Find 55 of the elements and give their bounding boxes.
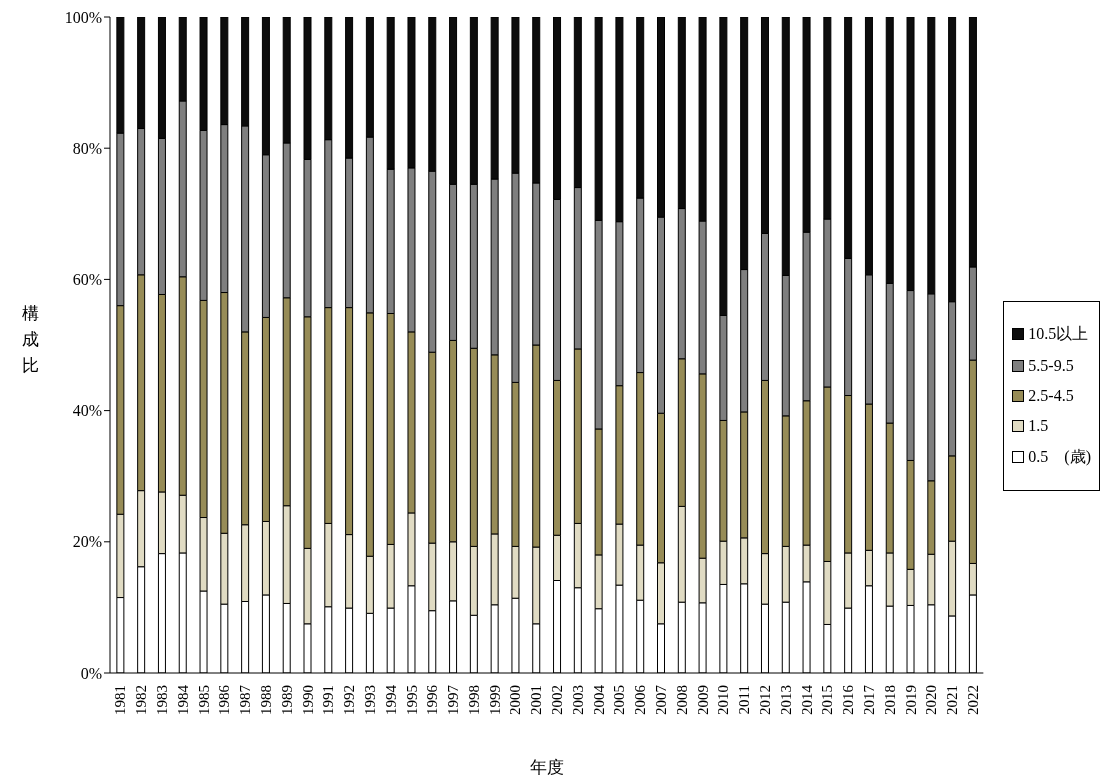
x-tick-label: 2010 [715, 685, 732, 715]
legend-label: 2.5-4.5 [1028, 386, 1074, 405]
x-tick-label: 1994 [382, 684, 399, 715]
legend-label: 1.5 [1028, 416, 1049, 435]
x-tick-label: 1983 [153, 685, 170, 715]
x-tick-label: 1996 [424, 684, 441, 715]
y-tick-label: 20% [72, 533, 102, 551]
y-tick-label: 60% [72, 271, 102, 289]
x-tick-label: 2021 [944, 685, 961, 715]
x-tick-label: 2008 [673, 685, 690, 715]
x-tick-label: 1995 [403, 685, 420, 715]
x-tick-label: 2014 [798, 684, 815, 715]
x-tick-label: 2017 [860, 684, 877, 715]
x-tick-label: 2003 [569, 685, 586, 715]
x-tick-label: 1986 [216, 684, 233, 715]
y-tick-label: 40% [72, 402, 102, 420]
y-tick-label: 0% [80, 664, 102, 682]
x-tick-label: 2013 [777, 685, 794, 715]
x-tick-label: 2019 [902, 685, 919, 715]
x-tick-label: 2000 [507, 685, 524, 715]
x-tick-label: 1998 [465, 685, 482, 715]
legend-label: 10.5以上 [1028, 323, 1089, 344]
legend-label: 0.5 (歳) [1028, 446, 1091, 468]
x-tick-label: 1982 [133, 685, 150, 715]
x-tick-label: 1981 [112, 685, 129, 715]
x-tick-label: 2011 [736, 685, 753, 715]
x-tick-label: 2018 [881, 685, 898, 715]
x-tick-label: 1991 [320, 685, 337, 715]
x-tick-label: 2007 [653, 684, 670, 715]
x-tick-label: 2015 [819, 685, 836, 715]
x-tick-label: 1985 [195, 685, 212, 715]
x-tick-label: 2004 [590, 684, 607, 715]
y-tick-label: 100% [64, 8, 102, 26]
x-tick-label: 1992 [341, 685, 358, 715]
x-tick-label: 1997 [445, 684, 462, 715]
x-tick-label: 2009 [694, 685, 711, 715]
x-tick-label: 1999 [486, 685, 503, 715]
x-tick-label: 1987 [237, 684, 254, 715]
x-tick-label: 2005 [611, 685, 628, 715]
y-axis-title: 構成比 [21, 304, 39, 375]
x-tick-label: 1990 [299, 685, 316, 715]
x-tick-label: 2006 [632, 684, 649, 715]
x-tick-label: 2022 [964, 685, 981, 715]
x-tick-label: 2001 [528, 685, 545, 715]
x-tick-label: 2002 [549, 685, 566, 715]
x-tick-label: 1989 [278, 685, 295, 715]
x-tick-label: 2020 [923, 685, 940, 715]
x-tick-label: 1988 [257, 685, 274, 715]
x-axis-title: 年度 [529, 758, 564, 777]
legend-label: 5.5-9.5 [1028, 356, 1074, 375]
x-tick-label: 1993 [361, 685, 378, 715]
x-tick-label: 1984 [174, 684, 191, 715]
y-tick-label: 80% [72, 139, 102, 157]
x-tick-label: 2012 [757, 685, 774, 715]
x-tick-label: 2016 [840, 684, 857, 715]
